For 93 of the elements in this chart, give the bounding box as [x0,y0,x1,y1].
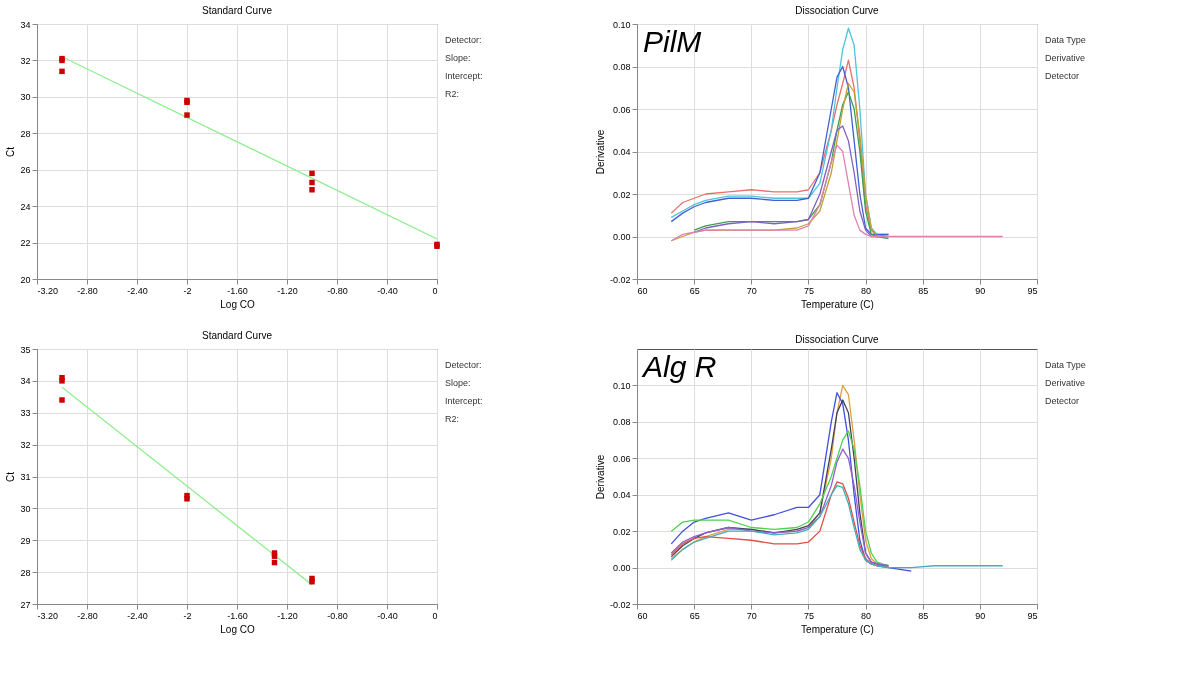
x-tick-label: -2 [183,285,192,296]
text: Derivative [1045,53,1086,63]
y-tick-label: 24 [20,201,31,212]
y-tick-label: 28 [20,567,31,578]
y-tick-label: -0.02 [609,274,631,285]
x-tick-label: 70 [746,285,757,296]
x-axis-title: Log CO [220,298,255,310]
y-tick-label: 30 [20,92,31,103]
text: Data Type [1045,360,1086,370]
chart-title: Dissociation Curve [795,334,880,345]
text: Slope: [445,378,471,388]
y-tick-label: 26 [20,165,31,176]
chart-subtitle: Alg R [641,350,717,383]
text: R2: [445,414,460,424]
x-tick-label: -0.40 [377,610,398,621]
x-tick-label: 95 [1027,285,1038,296]
text: Detector: [445,360,482,370]
text: Intercept: [445,71,483,81]
text: Data Type [1045,35,1086,45]
y-tick-label: 0.04 [612,147,631,157]
y-tick-label: 22 [20,238,31,249]
x-tick-label: 85 [918,610,929,621]
y-tick-label: 32 [20,440,31,451]
y-axis-title: Derivative [594,454,606,500]
y-tick-label: 31 [20,472,31,482]
text: Intercept: [445,396,483,406]
y-tick-label: 0.02 [612,526,631,537]
text: Detector: [445,35,482,45]
text: R2: [445,89,460,99]
chart-subtitle: PilM [643,25,702,58]
y-tick-label: 0.06 [612,104,631,115]
y-tick-label: 0.10 [612,19,631,30]
x-tick-label: 85 [918,285,929,296]
x-tick-label: 60 [637,610,648,621]
y-tick-label: 35 [20,344,31,355]
x-tick-label: -1.20 [277,610,298,621]
x-tick-label: -2.80 [77,610,98,621]
y-tick-label: 0.00 [612,563,631,574]
y-axis-title: Derivative [594,129,606,175]
y-tick-label: 34 [20,376,31,387]
x-tick-label: 65 [689,610,700,621]
x-axis-title: Temperature (C) [801,623,874,635]
y-tick-label: 20 [20,274,31,285]
y-tick-label: 0.04 [612,490,631,501]
chart-title: Dissociation Curve [795,5,880,16]
x-tick-label: -0.40 [377,285,398,296]
x-tick-label: 70 [746,610,757,621]
x-tick-label: 65 [689,285,700,296]
y-axis-title: Ct [5,471,17,482]
x-tick-label: 75 [803,610,814,621]
text: Detector [1045,71,1080,81]
x-tick-label: -3.20 [37,610,59,621]
y-tick-label: 0.06 [612,453,631,464]
x-axis-title: Log CO [220,623,255,635]
x-tick-label: -1.60 [227,610,248,621]
y-tick-label: 32 [20,55,31,66]
x-tick-label: 80 [861,285,872,296]
x-tick-label: -2.40 [127,285,148,296]
y-tick-label: 0.00 [612,232,631,242]
y-tick-label: 0.10 [612,380,631,391]
x-tick-label: -1.20 [277,285,298,296]
y-tick-label: 27 [20,599,31,610]
x-tick-label: 90 [975,610,986,621]
x-tick-label: -1.60 [227,285,248,296]
y-tick-label: 30 [20,503,31,514]
y-tick-label: 33 [20,408,31,419]
y-tick-label: 0.08 [612,417,631,428]
x-tick-label: 0 [432,610,438,621]
chart-title: Standard Curve [201,5,273,16]
x-tick-label: -0.80 [327,610,348,621]
x-tick-label: -0.80 [327,285,348,296]
y-axis-title: Ct [5,146,17,157]
x-tick-label: 60 [637,285,648,296]
x-tick-label: -2.80 [77,285,98,296]
x-tick-label: 0 [432,285,438,296]
x-axis-title: Temperature (C) [801,298,874,310]
x-tick-label: 95 [1027,610,1038,621]
y-tick-label: 0.02 [612,189,631,200]
y-tick-label: 34 [20,19,31,30]
chart-title: Standard Curve [201,330,273,341]
y-tick-label: 0.08 [612,62,631,72]
text: Slope: [445,53,471,63]
y-tick-label: -0.02 [609,599,631,610]
x-tick-label: 75 [803,285,814,296]
y-tick-label: 29 [20,535,31,546]
text: Derivative [1045,378,1086,388]
x-tick-label: 90 [975,285,986,296]
x-tick-label: -3.20 [37,285,59,296]
y-tick-label: 28 [20,128,31,139]
text: Detector [1045,396,1080,406]
x-tick-label: 80 [861,610,872,621]
x-tick-label: -2.40 [127,610,148,621]
x-tick-label: -2 [183,610,192,621]
